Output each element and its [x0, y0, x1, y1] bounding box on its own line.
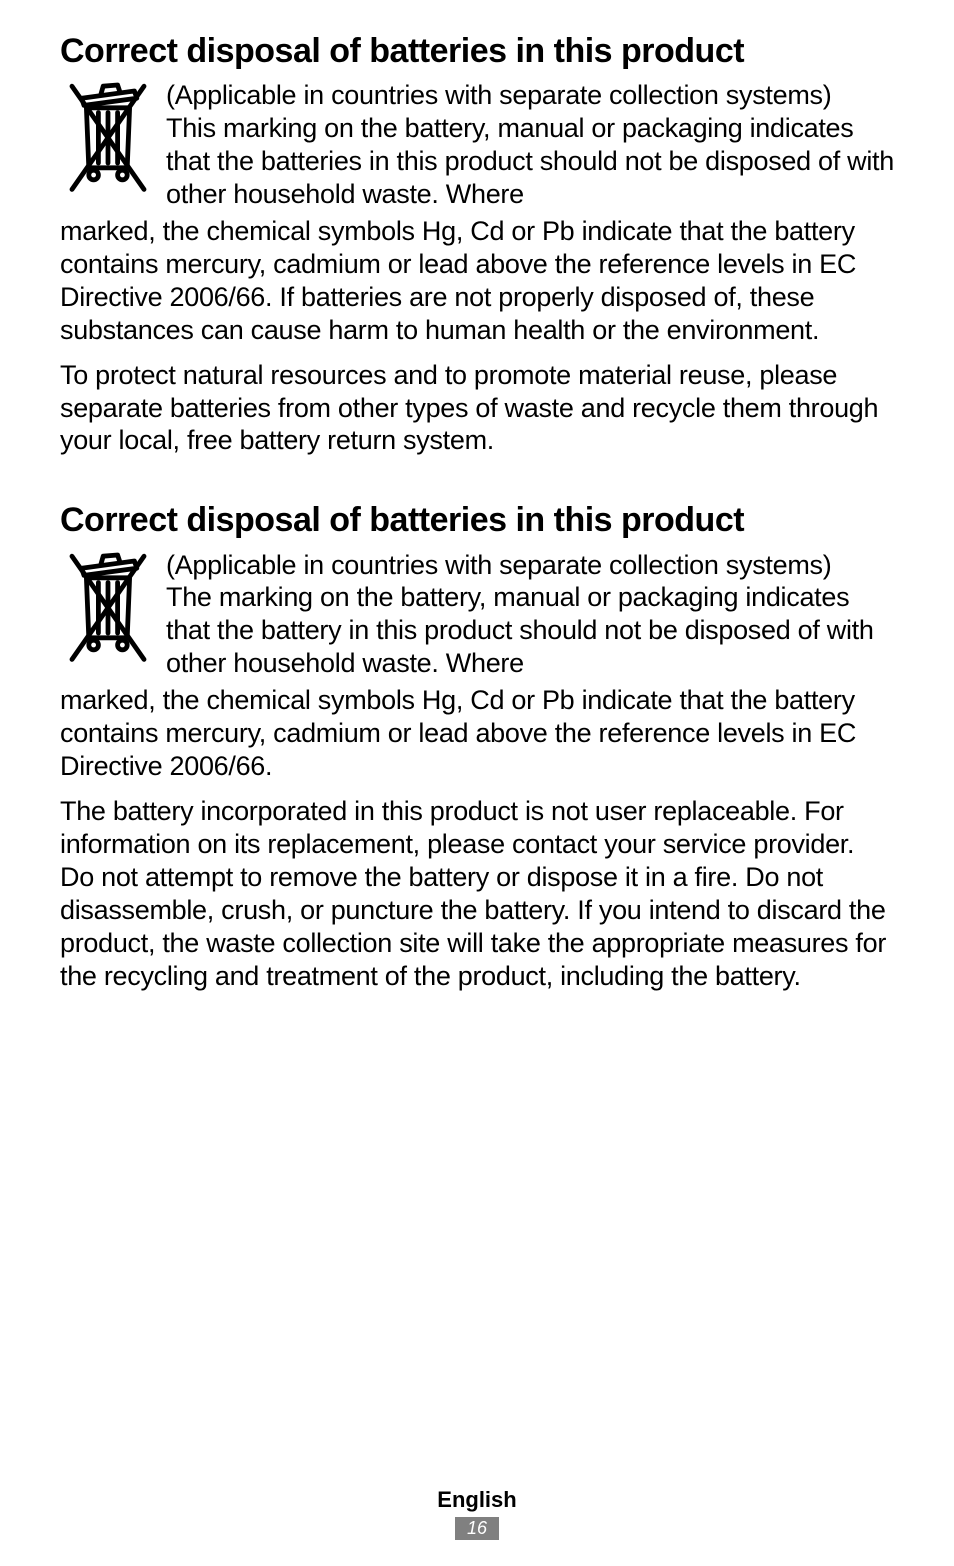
- lead-text: (Applicable in countries with separate c…: [166, 80, 831, 110]
- paragraph-2: The battery incorporated in this product…: [60, 795, 894, 993]
- body-start: This marking on the battery, manual or p…: [166, 113, 894, 209]
- section-body: (Applicable in countries with separate c…: [60, 549, 894, 993]
- disposal-section-2: Correct disposal of batteries in this pr…: [60, 501, 894, 992]
- lead-text: (Applicable in countries with separate c…: [166, 550, 831, 580]
- icon-paragraph: (Applicable in countries with separate c…: [60, 79, 894, 211]
- section-body: (Applicable in countries with separate c…: [60, 79, 894, 457]
- continuation-text: marked, the chemical symbols Hg, Cd or P…: [60, 215, 894, 347]
- page-footer: English 16: [0, 1487, 954, 1540]
- footer-language: English: [0, 1487, 954, 1513]
- section-heading: Correct disposal of batteries in this pr…: [60, 32, 894, 71]
- section-heading: Correct disposal of batteries in this pr…: [60, 501, 894, 540]
- icon-paragraph: (Applicable in countries with separate c…: [60, 549, 894, 681]
- icon-paragraph-text: (Applicable in countries with separate c…: [166, 79, 894, 211]
- continuation-text: marked, the chemical symbols Hg, Cd or P…: [60, 684, 894, 783]
- weee-crossed-bin-icon: [60, 79, 156, 199]
- icon-paragraph-text: (Applicable in countries with separate c…: [166, 549, 894, 681]
- body-start: The marking on the battery, manual or pa…: [166, 582, 874, 678]
- footer-page-number: 16: [455, 1517, 499, 1540]
- weee-crossed-bin-icon: [60, 549, 156, 669]
- paragraph-2: To protect natural resources and to prom…: [60, 359, 894, 458]
- disposal-section-1: Correct disposal of batteries in this pr…: [60, 32, 894, 457]
